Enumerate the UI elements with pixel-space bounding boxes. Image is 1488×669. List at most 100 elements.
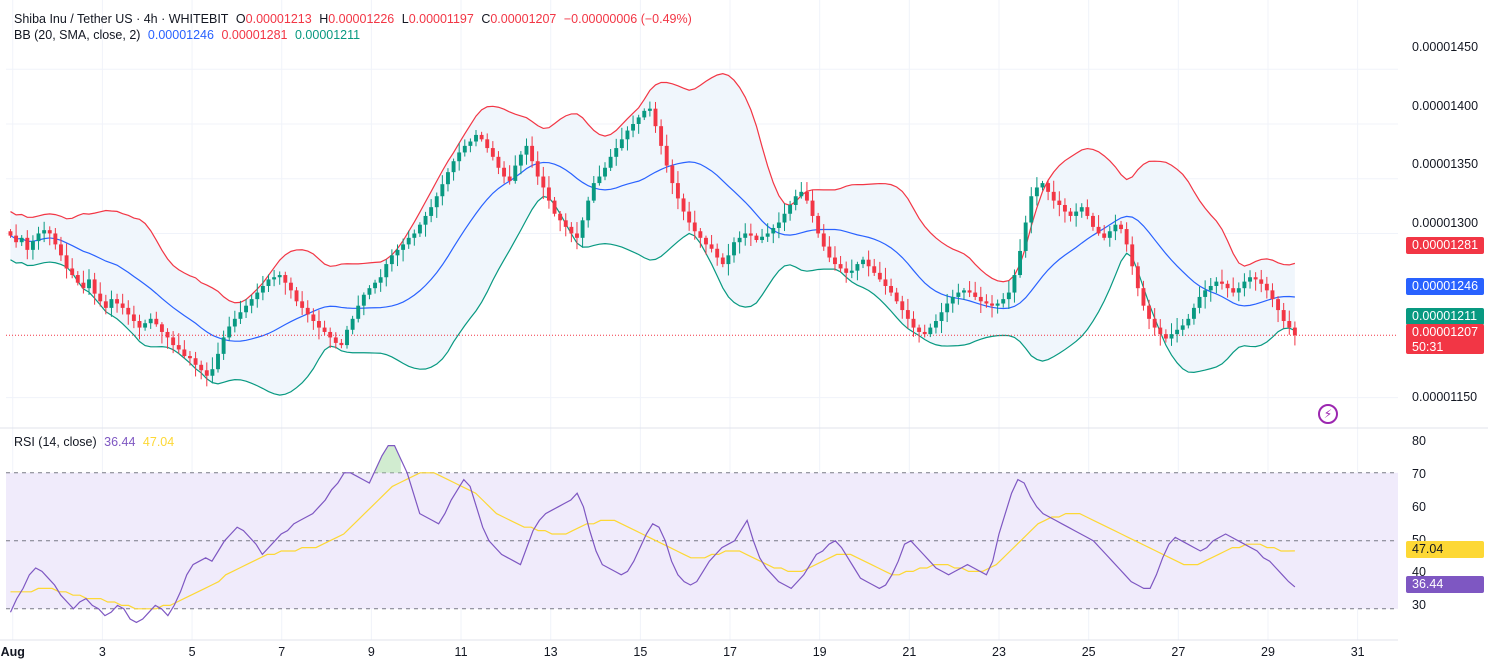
candle-body: [193, 358, 198, 365]
candle-body: [126, 307, 131, 315]
candle-body: [255, 292, 260, 300]
candle-body: [249, 299, 254, 306]
candle-body: [115, 299, 120, 304]
bb-upper-tag: 0.00001281: [1406, 237, 1484, 254]
candle-body: [1242, 281, 1247, 289]
rsi-tick: 70: [1412, 467, 1426, 481]
candle-body: [709, 244, 714, 249]
close-value: 0.00001207: [490, 12, 557, 26]
candle-body: [535, 161, 540, 177]
candle-body: [816, 215, 821, 234]
candle-body: [1264, 283, 1269, 291]
candle-body: [1119, 224, 1123, 230]
candle-body: [580, 220, 585, 238]
candle-body: [75, 275, 80, 283]
candle-body: [877, 272, 882, 280]
candle-body: [64, 255, 69, 269]
bb-lower-line: [10, 195, 1296, 396]
candle-body: [462, 145, 467, 153]
symbol-title[interactable]: Shiba Inu / Tether US · 4h · WHITEBIT: [14, 12, 229, 26]
candle-body: [681, 198, 686, 212]
candle-body: [19, 237, 24, 243]
candle-body: [451, 161, 456, 173]
candle-body: [760, 236, 765, 241]
time-tick: 31: [1350, 645, 1365, 659]
bb-legend[interactable]: BB (20, SMA, close, 2) 0.00001246 0.0000…: [14, 27, 364, 43]
bb-lower-tag: 0.00001211: [1406, 308, 1484, 325]
candle-body: [1270, 290, 1275, 300]
rsi-ma-line: [10, 472, 1295, 610]
candle-body: [647, 108, 652, 111]
candle-body: [14, 235, 19, 243]
candle-body: [70, 268, 75, 276]
candle-body: [833, 257, 837, 265]
bb-basis-tag: 0.00001246: [1406, 278, 1484, 295]
candle-body: [720, 257, 725, 265]
candle-body: [558, 213, 563, 221]
candle-body: [1191, 307, 1196, 319]
candle-body: [502, 167, 507, 177]
candle-body: [1163, 334, 1168, 339]
candle-body: [317, 321, 321, 328]
candle-body: [1292, 327, 1297, 336]
high-value: 0.00001226: [328, 12, 395, 26]
candle-body: [384, 264, 389, 278]
candle-body: [1259, 279, 1264, 284]
candle-body: [1141, 288, 1146, 306]
candle-body: [216, 353, 220, 370]
candle-body: [429, 207, 434, 216]
candle-body: [625, 130, 630, 140]
candle-body: [434, 196, 439, 208]
candle-body: [732, 242, 736, 256]
candle-body: [984, 301, 989, 304]
candle-body: [412, 233, 417, 238]
candle-body: [586, 200, 591, 221]
candle-body: [1180, 325, 1185, 330]
candle-body: [294, 290, 299, 302]
rsi-overbought-fill: [375, 445, 401, 473]
candle-body: [945, 303, 950, 313]
candle-body: [1034, 187, 1039, 197]
candle-body: [1046, 183, 1051, 192]
candle-body: [844, 268, 849, 273]
candle-body: [47, 230, 52, 234]
candle-body: [889, 285, 894, 293]
candle-body: [373, 282, 378, 289]
candle-body: [1281, 310, 1286, 322]
candle-body: [1012, 275, 1017, 293]
candle-body: [518, 154, 523, 166]
lightning-icon[interactable]: ⚡: [1318, 404, 1338, 424]
candle-body: [698, 231, 703, 238]
candle-body: [468, 141, 473, 146]
time-tick: 17: [723, 645, 737, 659]
candle-body: [199, 364, 204, 371]
candle-body: [939, 312, 944, 322]
candle-body: [1214, 281, 1219, 286]
candle-body: [1079, 207, 1084, 212]
candle-body: [513, 165, 518, 181]
rsi-tick: 40: [1412, 565, 1426, 579]
candle-body: [300, 301, 305, 308]
rsi-legend[interactable]: RSI (14, close) 36.44 47.04: [14, 434, 178, 450]
candle-body: [474, 134, 478, 142]
bb-upper-line: [10, 73, 1296, 304]
rsi-label[interactable]: RSI (14, close): [14, 435, 97, 449]
candle-body: [232, 318, 237, 327]
close-label: C: [481, 12, 491, 26]
price-tick: 0.00001450: [1412, 40, 1479, 54]
candle-body: [872, 266, 877, 273]
high-label: H: [319, 12, 329, 26]
time-tick: 29: [1261, 645, 1275, 659]
candle-body: [715, 248, 720, 258]
bb-label[interactable]: BB (20, SMA, close, 2): [14, 28, 141, 42]
candle-body: [171, 337, 176, 346]
price-tick: 0.00001300: [1412, 216, 1479, 230]
candle-body: [603, 167, 607, 177]
candle-body: [1208, 285, 1213, 291]
candle-body: [838, 264, 843, 269]
candle-body: [917, 327, 922, 332]
candle-body: [1023, 222, 1028, 251]
time-tick: 27: [1171, 645, 1186, 659]
candle-body: [810, 200, 815, 216]
